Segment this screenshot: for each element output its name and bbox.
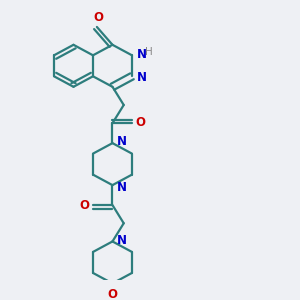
Text: O: O: [79, 199, 89, 212]
Text: N: N: [137, 48, 147, 61]
Text: O: O: [136, 116, 146, 129]
Text: N: N: [137, 71, 147, 84]
Text: N: N: [117, 135, 127, 148]
Text: O: O: [93, 11, 103, 24]
Text: H: H: [145, 47, 152, 57]
Text: O: O: [107, 289, 118, 300]
Text: N: N: [117, 233, 127, 247]
Text: N: N: [117, 181, 127, 194]
